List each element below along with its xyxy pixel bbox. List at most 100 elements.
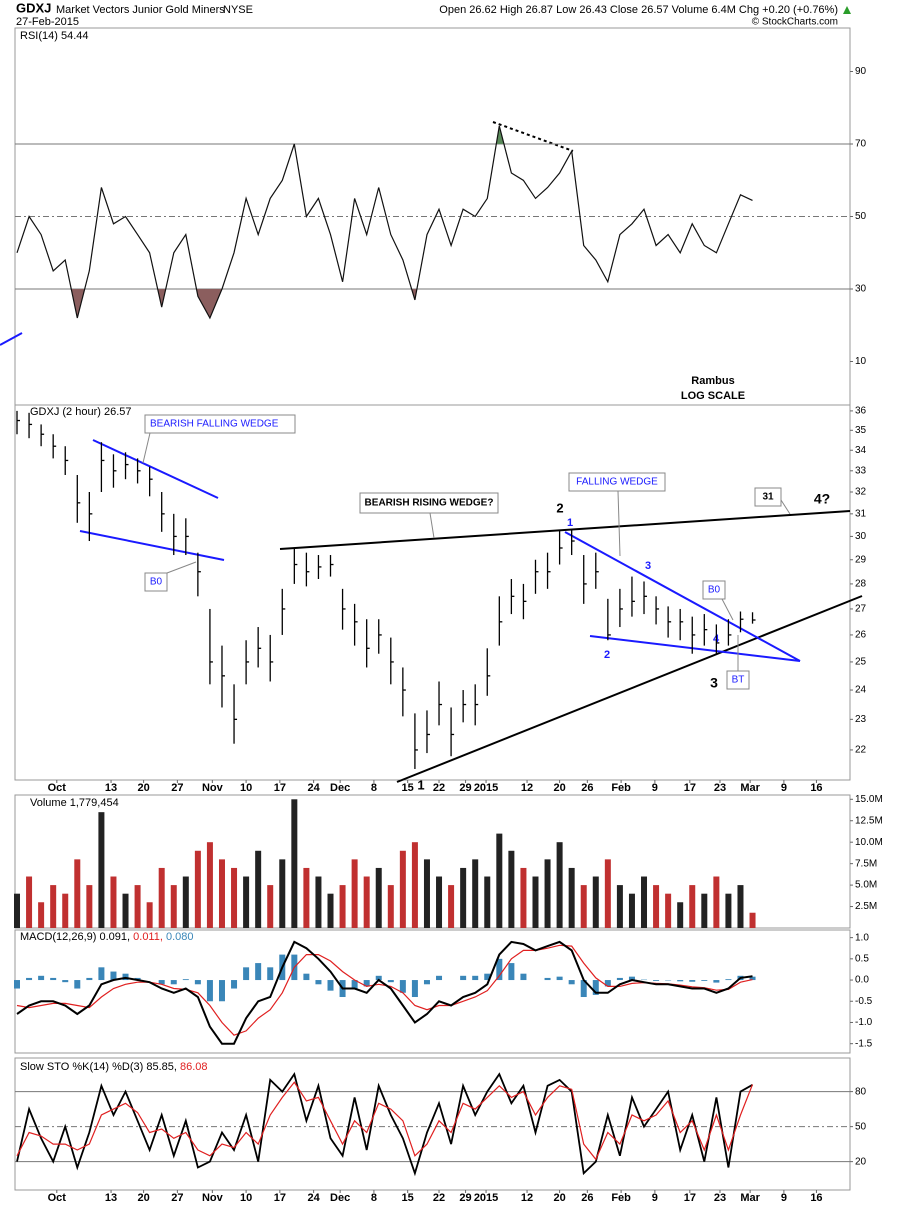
histogram-bar <box>484 973 491 981</box>
volume-bar <box>243 876 250 928</box>
exchange: NYSE <box>223 4 253 16</box>
x-tick-label: 16 <box>810 1192 822 1204</box>
volume-bar <box>26 876 33 928</box>
volume-bar <box>713 876 720 928</box>
y-tick-label: 22 <box>855 745 867 756</box>
histogram-bar <box>315 980 322 985</box>
histogram-bar <box>520 973 527 981</box>
histogram-bar <box>496 958 503 981</box>
x-tick-label: 13 <box>105 1192 117 1204</box>
volume-bar <box>628 893 635 928</box>
histogram-bar <box>568 980 575 985</box>
histogram-bar <box>713 980 720 983</box>
callout-box <box>144 414 296 434</box>
annotation: BT <box>732 675 745 686</box>
y-tick-label: 80 <box>855 1086 867 1097</box>
volume-bar <box>556 842 563 928</box>
y-tick-label: 20 <box>855 1156 867 1167</box>
date: 27-Feb-2015 <box>16 16 79 28</box>
volume-bar <box>423 859 430 928</box>
x-tick-label: 15 <box>402 782 414 794</box>
y-tick-label: 31 <box>855 508 867 519</box>
rsi-title: RSI(14) 54.44 <box>20 30 88 42</box>
histogram-bar <box>38 975 45 981</box>
wave-label: 2 <box>556 500 563 515</box>
histogram-bar <box>86 977 93 981</box>
up-icon <box>843 6 851 14</box>
x-tick-label: 13 <box>105 782 117 794</box>
volume-bar <box>460 867 467 928</box>
x-tick-label: 17 <box>274 1192 286 1204</box>
d-value: 86.08 <box>180 1061 208 1073</box>
volume-bar <box>134 885 141 928</box>
k-line <box>16 1071 753 1177</box>
x-tick-label: Nov <box>202 1192 224 1204</box>
histogram-bar <box>158 980 165 985</box>
histogram-bar <box>556 976 563 981</box>
volume-bar <box>267 885 274 928</box>
volume-bar <box>520 867 527 928</box>
histogram-bar <box>74 980 81 989</box>
volume-bar <box>725 893 732 928</box>
y-tick-label: 7.5M <box>855 858 877 869</box>
sto-title-text: Slow STO %K(14) %D(3) <box>20 1061 143 1073</box>
falling-wedge-top <box>92 439 219 499</box>
quote: Open 26.62 High 26.87 Low 26.43 Close 26… <box>439 4 838 16</box>
sto-title: Slow STO %K(14) %D(3) 85.85, 86.08 <box>20 1061 208 1073</box>
y-tick-label: 30 <box>855 284 867 295</box>
security-name: Market Vectors Junior Gold Miners <box>56 4 225 16</box>
x-tick-label: 12 <box>521 782 533 794</box>
x-tick-label: 12 <box>521 1192 533 1204</box>
x-tick-label: 17 <box>274 782 286 794</box>
volume-bar <box>508 850 515 928</box>
x-tick-label: 9 <box>652 782 658 794</box>
callout-pointer <box>780 499 791 515</box>
x-tick-label: 29 <box>459 782 471 794</box>
x-tick-label: 20 <box>553 1192 565 1204</box>
d-line <box>16 1081 754 1161</box>
volume-bar <box>568 867 575 928</box>
histogram-bar <box>267 967 274 981</box>
histogram-bar <box>508 963 515 981</box>
y-tick-label: 50 <box>855 1121 867 1132</box>
volume-bar <box>737 885 744 928</box>
histogram-bar <box>460 975 467 981</box>
y-tick-label: 28 <box>855 579 867 590</box>
histogram-bar <box>26 977 33 981</box>
callout-box <box>754 487 782 507</box>
y-tick-label: 1.0 <box>855 932 869 943</box>
volume-bar <box>604 859 611 928</box>
volume-bar <box>50 885 57 928</box>
y-tick-label: 35 <box>855 425 867 436</box>
histogram-bar <box>653 980 660 981</box>
histogram-bar <box>472 975 479 981</box>
macd-panel <box>14 929 851 1054</box>
histogram-bar <box>399 980 406 993</box>
x-tick-label: Mar <box>740 1192 760 1204</box>
x-tick-label: 20 <box>137 1192 149 1204</box>
volume-bar <box>641 876 648 928</box>
macd-title: MACD(12,26,9) 0.091, 0.011, 0.080 <box>20 931 194 943</box>
y-tick-label: 70 <box>855 139 867 150</box>
histogram-bar <box>62 980 69 983</box>
x-tick-label: 17 <box>684 1192 696 1204</box>
volume-bar <box>665 893 672 928</box>
histogram-bar <box>206 980 213 1002</box>
x-tick-label: Dec <box>330 1192 350 1204</box>
volume-bar <box>303 867 310 928</box>
annotation: 31 <box>762 492 774 503</box>
y-tick-label: 34 <box>855 445 867 456</box>
volume-bar <box>110 876 117 928</box>
y-tick-label: 23 <box>855 714 867 725</box>
symbol: GDXJ <box>16 0 51 15</box>
histogram-bar <box>14 980 20 989</box>
y-tick-label: 29 <box>855 554 867 565</box>
y-tick-label: 0.5 <box>855 953 869 964</box>
volume-bar <box>182 876 189 928</box>
annotation: B0 <box>150 577 163 588</box>
y-tick-label: 50 <box>855 211 867 222</box>
annotation: B0 <box>708 585 721 596</box>
x-tick-label: 16 <box>810 782 822 794</box>
volume-bar <box>170 885 177 928</box>
histogram-bar <box>725 979 732 981</box>
